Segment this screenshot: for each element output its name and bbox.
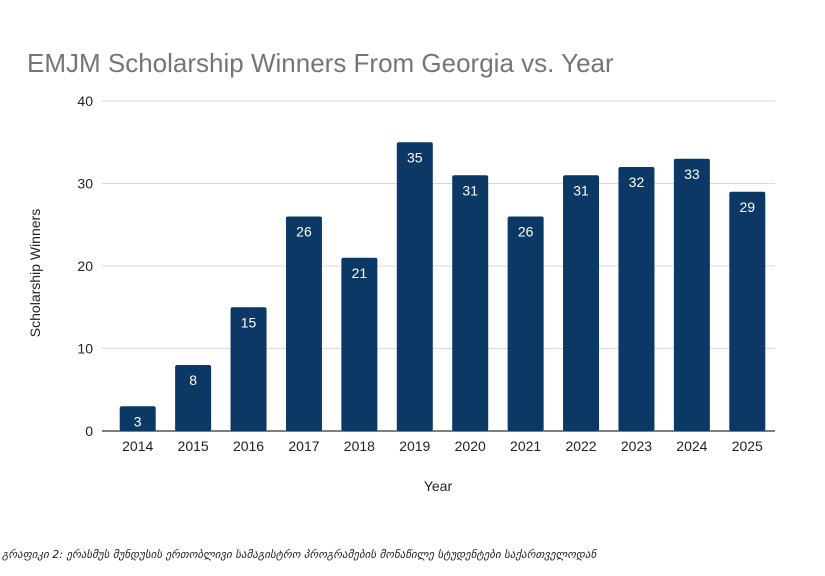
x-tick-label: 2017 (288, 438, 319, 454)
bar-value-label: 3 (134, 413, 142, 429)
x-axis-label: Year (424, 478, 453, 494)
y-tick-label: 30 (77, 176, 93, 192)
bar-value-label: 32 (629, 174, 645, 190)
bar (452, 175, 489, 431)
bar (563, 175, 600, 431)
bar (175, 365, 212, 431)
bar-value-label: 8 (189, 372, 197, 388)
bar (396, 142, 433, 431)
bar-value-label: 15 (241, 314, 257, 330)
bar-value-label: 33 (684, 166, 700, 182)
bar-value-label: 26 (518, 224, 534, 240)
bar-value-label: 31 (462, 182, 478, 198)
bar (119, 406, 156, 431)
bar (507, 216, 544, 431)
bar-value-label: 35 (407, 149, 423, 165)
y-tick-label: 20 (77, 258, 93, 274)
x-tick-label: 2024 (676, 438, 707, 454)
x-tick-label: 2018 (344, 438, 375, 454)
bar (341, 257, 378, 431)
x-tick-label: 2014 (122, 438, 153, 454)
x-tick-label: 2019 (399, 438, 430, 454)
bar (285, 216, 322, 431)
bar (673, 158, 710, 431)
y-tick-label: 10 (77, 341, 93, 357)
bars-layer: 3 8 15 26 21 35 31 26 31 32 33 29 (119, 142, 766, 431)
x-tick-label: 2015 (178, 438, 209, 454)
y-tick-label: 40 (77, 93, 93, 109)
x-tick-labels: 2014 2015 2016 2017 2018 2019 2020 2021 2022 2023… (122, 438, 763, 454)
bar-value-label: 29 (740, 199, 756, 215)
figure-caption: გრაფიკი 2: ერასმუს მუნდუსის ერთობლივი სა… (2, 548, 597, 561)
y-axis-label: Scholarship Winners (27, 209, 43, 337)
x-tick-label: 2025 (732, 438, 763, 454)
x-tick-label: 2022 (565, 438, 596, 454)
y-tick-label: 0 (85, 423, 93, 439)
x-tick-label: 2021 (510, 438, 541, 454)
chart-title: EMJM Scholarship Winners From Georgia vs… (27, 48, 614, 78)
x-tick-label: 2023 (621, 438, 652, 454)
bar-value-label: 21 (352, 265, 368, 281)
bar-value-label: 31 (573, 182, 589, 198)
x-tick-label: 2020 (455, 438, 486, 454)
bar (230, 307, 267, 431)
x-tick-label: 2016 (233, 438, 264, 454)
grid-layer: 0 10 20 30 40 (77, 93, 775, 439)
bar (729, 191, 766, 431)
bar (618, 167, 655, 431)
bar-value-label: 26 (296, 224, 312, 240)
